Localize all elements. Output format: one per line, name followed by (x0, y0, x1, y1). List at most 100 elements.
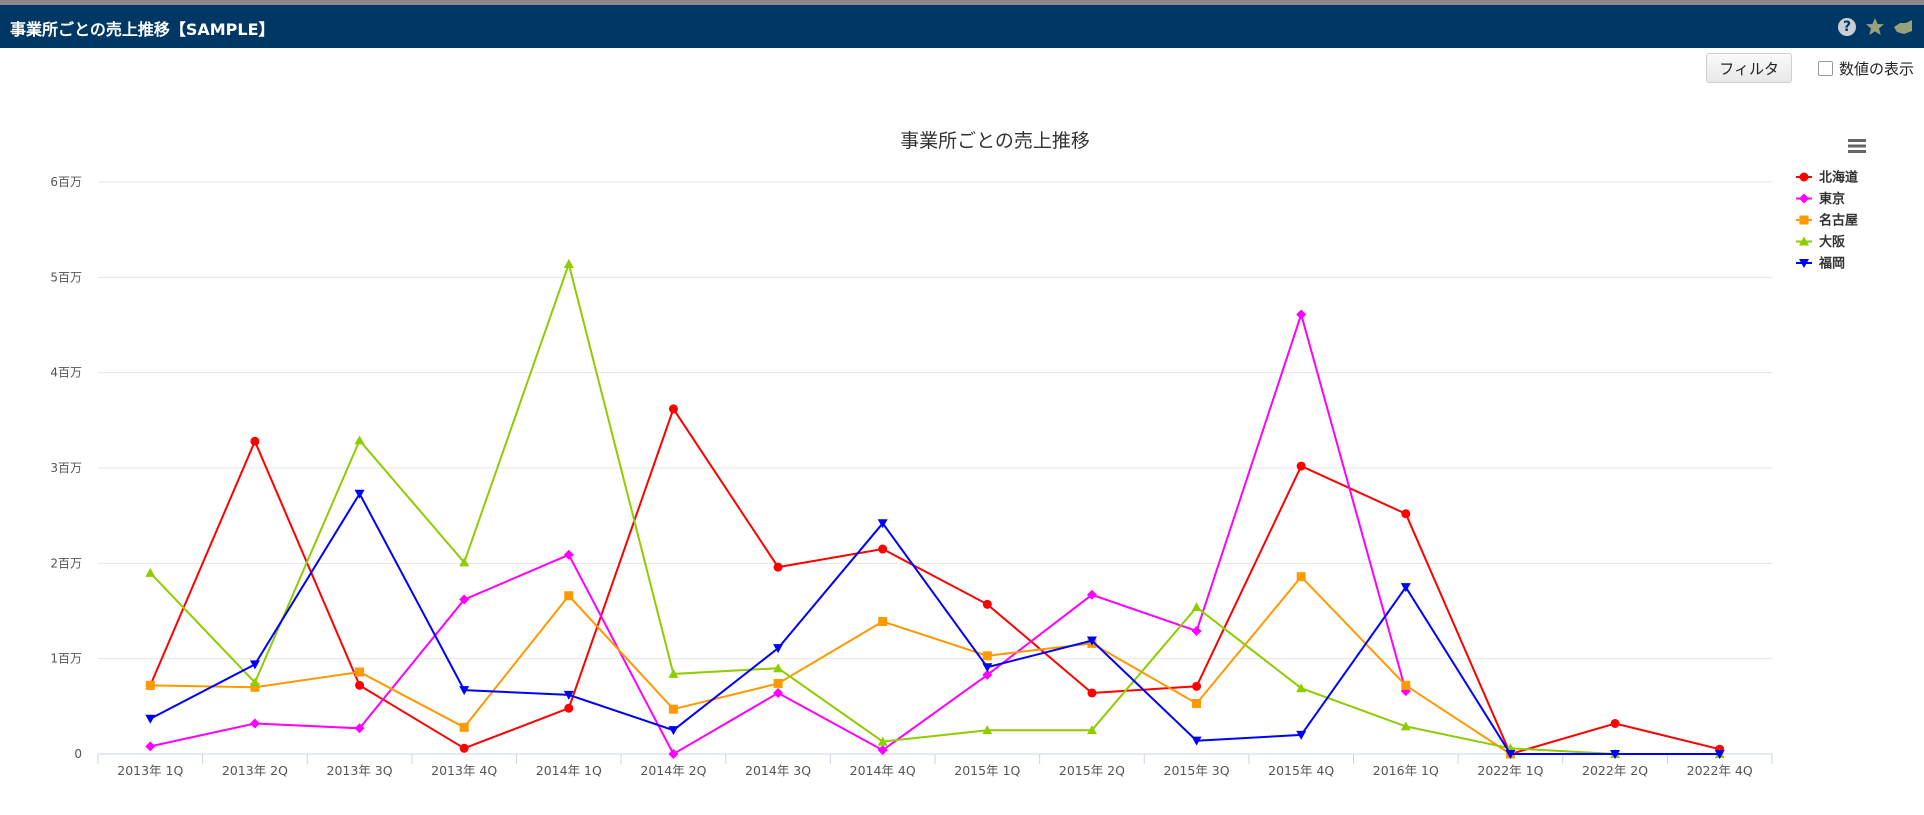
data-point[interactable] (354, 723, 365, 734)
data-point[interactable] (1714, 750, 1725, 759)
data-point[interactable] (1191, 602, 1202, 612)
data-point[interactable] (354, 489, 365, 499)
y-tick-label: 4百万 (50, 366, 82, 380)
data-point[interactable] (982, 669, 993, 680)
data-point[interactable] (250, 682, 260, 692)
show-values-toggle[interactable]: 数値の表示 (1817, 58, 1914, 79)
data-point[interactable] (773, 644, 784, 654)
legend-label: 福岡 (1818, 256, 1845, 272)
data-point[interactable] (249, 677, 260, 687)
data-point[interactable] (773, 562, 783, 572)
data-point[interactable] (1086, 636, 1097, 646)
data-point[interactable] (668, 404, 678, 414)
legend-marker[interactable] (1799, 236, 1809, 246)
data-point[interactable] (773, 687, 784, 698)
data-point[interactable] (1400, 583, 1411, 593)
data-point[interactable] (564, 703, 574, 713)
data-point[interactable] (355, 667, 365, 677)
data-point[interactable] (145, 567, 156, 577)
series-1 (145, 404, 1725, 759)
data-point[interactable] (1401, 680, 1411, 690)
data-point[interactable] (1087, 688, 1097, 698)
data-point[interactable] (459, 594, 470, 605)
data-point[interactable] (773, 678, 783, 688)
data-point[interactable] (1191, 736, 1202, 746)
data-point[interactable] (982, 725, 993, 735)
data-point[interactable] (145, 714, 156, 724)
data-point[interactable] (563, 549, 574, 560)
header-icons: ? (1836, 16, 1914, 38)
data-point[interactable] (249, 660, 260, 670)
data-point[interactable] (877, 519, 888, 529)
data-point[interactable] (459, 743, 469, 753)
data-point[interactable] (1505, 750, 1516, 759)
show-values-checkbox[interactable] (1817, 60, 1833, 76)
data-point[interactable] (249, 718, 260, 729)
x-tick-label: 2022年 4Q (1687, 763, 1753, 778)
top-border (0, 0, 1924, 5)
data-point[interactable] (1086, 725, 1097, 735)
series-line (149, 260, 1720, 755)
data-point[interactable] (564, 591, 574, 601)
help-icon[interactable]: ? (1836, 16, 1858, 38)
legend-item[interactable]: 東京 (1796, 191, 1845, 207)
data-point[interactable] (668, 749, 679, 759)
x-tick-label: 2013年 3Q (327, 763, 393, 778)
legend-item[interactable]: 福岡 (1796, 256, 1845, 272)
data-point[interactable] (1192, 681, 1202, 691)
legend-marker[interactable] (1799, 193, 1809, 204)
legend-marker[interactable] (1799, 259, 1809, 268)
data-point[interactable] (878, 616, 888, 626)
data-point[interactable] (773, 663, 784, 673)
data-point[interactable] (1610, 750, 1621, 759)
legend-label: 大阪 (1819, 234, 1846, 250)
data-point[interactable] (668, 704, 678, 714)
data-point[interactable] (878, 544, 888, 554)
share-hand-icon[interactable] (1892, 16, 1914, 38)
x-tick-label: 2013年 2Q (222, 763, 288, 778)
legend-item[interactable]: 北海道 (1796, 170, 1858, 186)
data-point[interactable] (563, 258, 574, 268)
data-point[interactable] (145, 741, 156, 752)
data-point[interactable] (1401, 509, 1411, 519)
data-point[interactable] (1086, 589, 1097, 600)
data-point[interactable] (982, 651, 992, 661)
data-point[interactable] (668, 668, 679, 678)
chart-menu-icon[interactable] (1848, 139, 1866, 153)
data-point[interactable] (1296, 683, 1307, 693)
data-point[interactable] (877, 745, 888, 756)
series-line (149, 491, 1720, 755)
data-point[interactable] (250, 436, 260, 446)
x-tick-label: 2015年 1Q (954, 763, 1020, 778)
data-point[interactable] (668, 726, 679, 736)
data-point[interactable] (459, 557, 470, 567)
legend-marker[interactable] (1799, 172, 1809, 182)
data-point[interactable] (355, 680, 365, 690)
show-values-label: 数値の表示 (1838, 59, 1914, 78)
filter-button[interactable]: フィルタ (1706, 53, 1792, 83)
y-tick-label: 0 (74, 747, 82, 761)
data-point[interactable] (145, 680, 155, 690)
x-tick-label: 2015年 2Q (1059, 763, 1125, 778)
x-tick-label: 2013年 1Q (117, 763, 183, 778)
legend-item[interactable]: 大阪 (1796, 234, 1846, 250)
data-point[interactable] (982, 663, 993, 673)
data-point[interactable] (877, 736, 888, 746)
favorite-star-icon[interactable] (1864, 16, 1886, 38)
data-point[interactable] (982, 599, 992, 609)
data-point[interactable] (1610, 718, 1620, 728)
data-point[interactable] (1192, 698, 1202, 708)
series-4 (145, 258, 1725, 758)
data-point[interactable] (1296, 309, 1307, 320)
data-point[interactable] (563, 690, 574, 700)
data-point[interactable] (1296, 572, 1306, 582)
data-point[interactable] (1191, 626, 1202, 637)
legend-item[interactable]: 名古屋 (1796, 213, 1858, 229)
data-point[interactable] (459, 686, 470, 696)
data-point[interactable] (354, 435, 365, 445)
data-point[interactable] (1296, 461, 1306, 471)
data-point[interactable] (1400, 721, 1411, 731)
data-point[interactable] (459, 722, 469, 732)
data-point[interactable] (1296, 730, 1307, 740)
legend-marker[interactable] (1799, 215, 1809, 225)
